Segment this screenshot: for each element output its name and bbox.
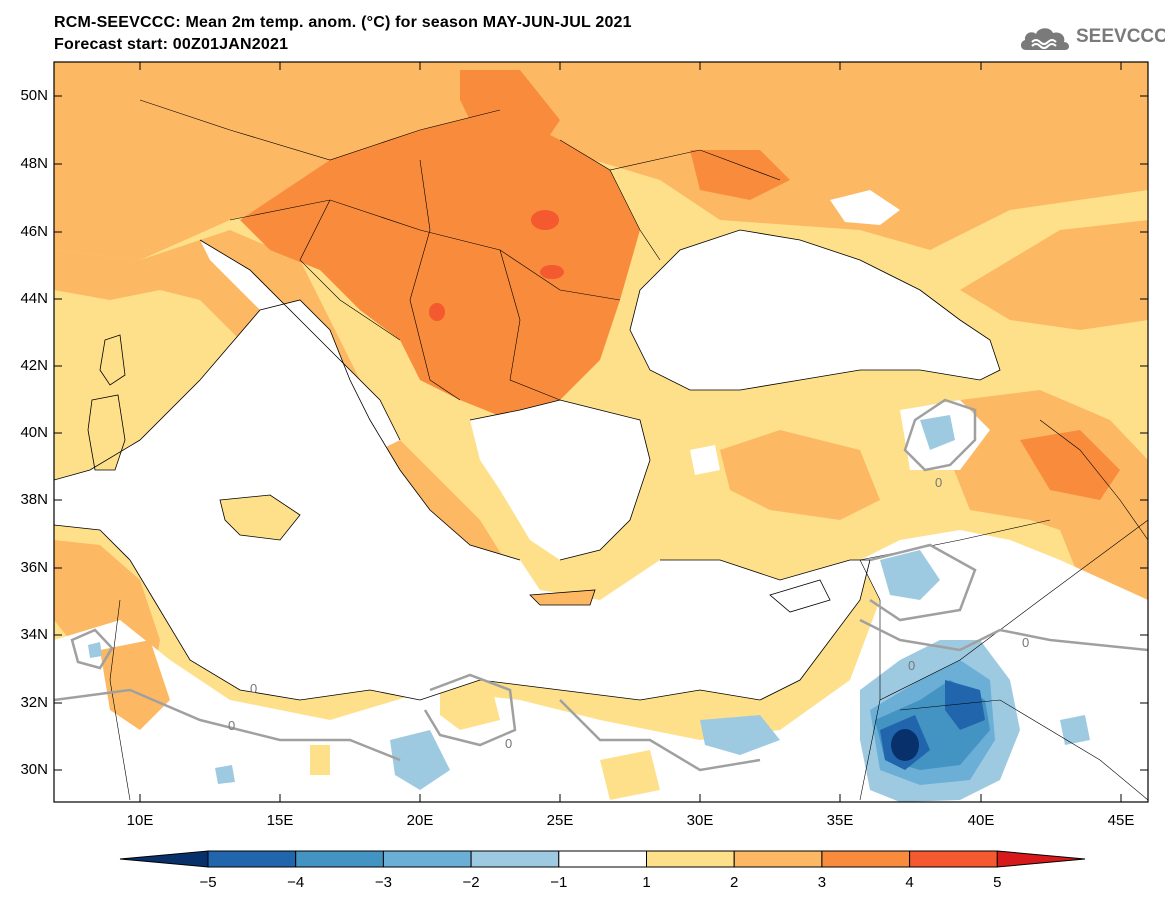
colorbar-tick-label: −1: [550, 874, 568, 891]
latitude-label: 40N: [20, 424, 48, 441]
contour-label: 0: [1022, 635, 1029, 650]
black-sea: [630, 230, 1000, 390]
colorbar-tick-label: −5: [199, 874, 217, 891]
colorbar-segment: [821, 850, 911, 868]
contour-label: 0: [935, 475, 942, 490]
longitude-label: 40E: [967, 812, 995, 829]
anomaly-minus-1-2-libya: [390, 730, 450, 790]
map-title: RCM-SEEVCCC: Mean 2m temp. anom. (°C) fo…: [54, 14, 632, 31]
colorbar-tick-label: −4: [287, 874, 305, 891]
anomaly-4-5-bulgaria: [540, 265, 564, 279]
anomaly-3-4-balkans: [240, 110, 640, 420]
anomaly-3-4-poland: [460, 70, 560, 150]
latitude-label: 32N: [20, 694, 48, 711]
forecast-start-label: Forecast start: 00Z01JAN2021: [54, 36, 289, 53]
anomaly-below-minus-5: [891, 729, 919, 761]
crete-island: [529, 589, 596, 606]
contour-label: 0: [505, 736, 512, 751]
longitude-label: 15E: [266, 812, 294, 829]
latitude-label: 30N: [20, 761, 48, 778]
latitude-label: 36N: [20, 559, 48, 576]
map-frame: [53, 61, 1149, 803]
coastlines: [54, 229, 1001, 701]
anomaly-2-3-central-anatolia: [720, 430, 880, 520]
anomaly-4-5-romania: [531, 210, 559, 230]
latitude-label: 46N: [20, 223, 48, 240]
anomaly-minus-1-2-iraq: [1060, 715, 1090, 745]
mediterranean-sea: [54, 300, 870, 700]
longitude-label: 35E: [826, 812, 854, 829]
zero-contours: [54, 398, 1148, 772]
longitude-label: 25E: [546, 812, 574, 829]
colorbar-tick-label: −2: [462, 874, 480, 891]
longitude-label: 10E: [126, 812, 154, 829]
anomaly-1-2-patch: [310, 745, 330, 775]
adriatic-sea: [200, 240, 400, 450]
contour-labels: 0 0 0 0 0 0: [228, 475, 1029, 751]
colorbar-tick-label: 1: [642, 874, 651, 891]
longitude-label: 30E: [686, 812, 714, 829]
colorbar-segment: [470, 850, 560, 868]
contour-label: 0: [908, 658, 915, 673]
corsica-island: [99, 334, 126, 386]
anomaly-2-3-caucasus: [960, 220, 1148, 330]
contour-label: 0: [228, 718, 235, 733]
anomaly-4-5-serbia: [429, 303, 445, 321]
anomaly-1-2-libya: [440, 680, 500, 730]
aegean-sea: [470, 400, 650, 560]
contour-label: 0: [250, 681, 257, 696]
colorbar-segment: [558, 850, 647, 868]
anomaly-1-2-egypt: [600, 750, 660, 800]
anomaly-near-zero-patch: [690, 445, 720, 475]
anomaly-minus-1-2-algeria: [88, 642, 102, 658]
colorbar-segment: [382, 850, 472, 868]
colorbar-tick-label: 3: [817, 874, 827, 891]
colorbar-max-arrow: [996, 850, 1086, 868]
longitude-label: 20E: [406, 812, 434, 829]
colorbar-tick-label: 2: [730, 874, 739, 891]
cyprus-island: [769, 579, 831, 613]
anomaly-minus-1-2-anatolia: [920, 415, 955, 450]
anomaly-3-4-east-turkey: [1020, 430, 1120, 500]
colorbar-tick-label: 4: [905, 874, 914, 891]
cloud-logo-icon: [1020, 28, 1070, 50]
colorbar-min-arrow: [119, 850, 209, 868]
anomaly-minus-1-2-egypt: [700, 715, 780, 755]
colorbar-segment: [909, 850, 998, 868]
colorbar-segment: [207, 850, 297, 868]
latitude-label: 38N: [20, 491, 48, 508]
anomaly-minus-1-2-jordan: [880, 550, 940, 600]
anomaly-minus-1-2-patch: [215, 765, 235, 784]
colorbar-segment: [646, 850, 735, 868]
anomaly-3-4-ukraine: [690, 150, 790, 200]
axis-ticks: [54, 62, 1148, 802]
sea-of-azov: [830, 190, 900, 225]
colorbar-tick-label: −3: [374, 874, 392, 891]
latitude-label: 42N: [20, 357, 48, 374]
logo-text: SEEVCCC: [1076, 26, 1165, 47]
colorbar-tick-label: 5: [993, 874, 1002, 891]
anomaly-2-3-tunisia: [100, 640, 170, 730]
colorbar-segment: [733, 850, 823, 868]
seevccc-logo: SEEVCCC: [1018, 22, 1165, 56]
map-field: 0 0 0 0 0 0: [54, 62, 1148, 802]
sicily-island: [219, 494, 301, 541]
sardinia-island: [87, 394, 126, 471]
colorbar-segment: [295, 850, 384, 868]
latitude-label: 50N: [20, 87, 48, 104]
latitude-label: 34N: [20, 626, 48, 643]
anomaly-minus-4-5-arabia-b: [945, 680, 985, 730]
latitude-label: 44N: [20, 290, 48, 307]
longitude-label: 45E: [1107, 812, 1135, 829]
colorbar: [119, 850, 1086, 868]
latitude-label: 48N: [20, 155, 48, 172]
